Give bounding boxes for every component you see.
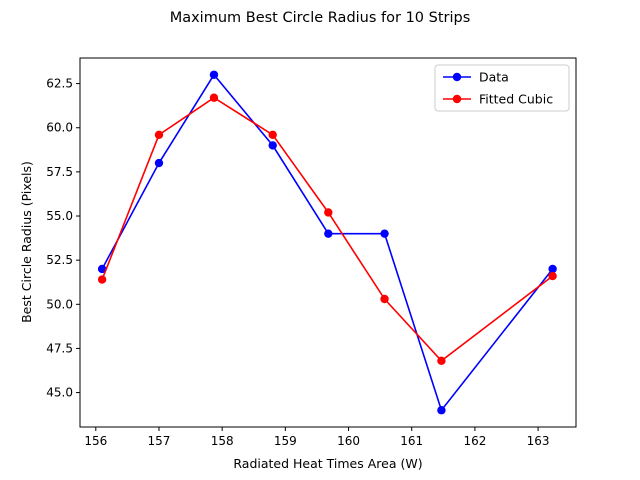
y-tick-label-2: 50.0 (46, 297, 73, 311)
y-tick-label-1: 47.5 (46, 341, 73, 355)
x-axis-label: Radiated Heat Times Area (W) (233, 456, 422, 471)
x-tick-label-2: 158 (211, 434, 234, 448)
data-point-1-4 (324, 208, 333, 217)
data-point-1-0 (97, 275, 107, 284)
x-tick-label-7: 163 (527, 434, 550, 448)
data-point-0-3 (268, 141, 277, 150)
legend-marker-1 (452, 94, 462, 104)
y-tick-label-4: 55.0 (46, 209, 73, 223)
data-point-1-7 (548, 271, 557, 281)
data-point-1-1 (154, 130, 164, 140)
data-point-1-6 (437, 356, 446, 365)
y-tick-label-3: 52.5 (46, 253, 73, 267)
data-point-0-5 (380, 229, 389, 238)
x-tick-label-1: 157 (148, 434, 171, 448)
plot-area: 156 157 158 159 160 161 162 163 45.0 47.5 50.0 52.5… (46, 57, 577, 448)
data-point-0-4 (324, 229, 333, 238)
x-tick-label-3: 159 (274, 434, 297, 448)
data-point-1-2 (209, 93, 219, 102)
data-point-0-7 (548, 264, 557, 274)
data-point-0-1 (154, 158, 164, 168)
legend-label-0: Data (479, 70, 509, 85)
legend-label-1: Fitted Cubic (479, 92, 553, 107)
x-tick-label-0: 156 (84, 434, 107, 448)
y-tick-label-6: 60.0 (46, 121, 73, 135)
series-line-0 (101, 73, 554, 412)
data-point-0-2 (209, 70, 219, 79)
y-tick-label-0: 45.0 (46, 386, 73, 400)
y-axis-label: Best Circle Radius (Pixels) (19, 161, 34, 323)
chart-title: Maximum Best Circle Radius for 10 Strips (170, 10, 471, 26)
x-tick-label-6: 162 (463, 434, 486, 448)
data-point-1-5 (380, 294, 389, 304)
axes-frame (79, 57, 577, 428)
y-tick-label-5: 57.5 (46, 165, 73, 179)
data-point-1-3 (268, 130, 277, 140)
x-tick-label-4: 160 (337, 434, 360, 448)
y-tick-label-7: 62.5 (46, 77, 73, 91)
series-line-1 (101, 96, 554, 362)
data-point-0-6 (437, 406, 446, 415)
x-tick-label-5: 161 (400, 434, 423, 448)
data-point-0-0 (97, 264, 107, 274)
legend-marker-0 (452, 72, 462, 82)
